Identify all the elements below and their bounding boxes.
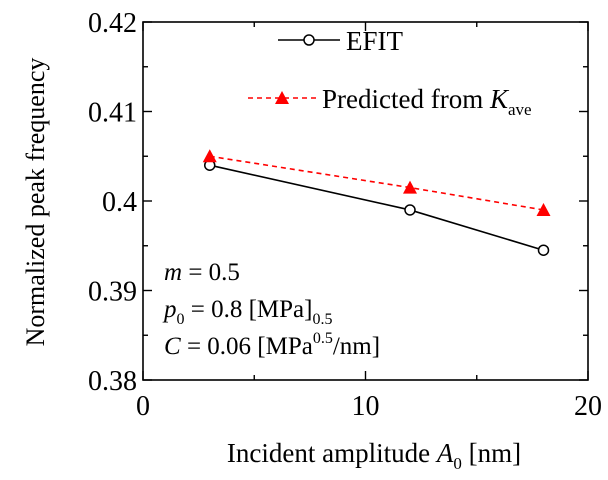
x-tick-label: 10 <box>352 391 380 422</box>
data-point-marker <box>403 180 417 194</box>
series-line-0 <box>209 164 544 251</box>
data-point-marker <box>536 202 551 216</box>
data-point-marker <box>202 149 217 163</box>
annotation-m: m = 0.5 <box>164 259 240 286</box>
series-layer <box>202 149 551 256</box>
annotation-c: C = 0.06 [MPa0.5/nm] <box>164 330 380 360</box>
y-tick-label: 0.41 <box>88 98 137 129</box>
x-axis-label: Incident amplitude A0 [nm] <box>227 438 521 473</box>
axes: 0.38 0.39 0.4 0.41 0.42 0 10 20 <box>88 8 602 422</box>
y-axis-label: Normalized peak frequency <box>21 58 50 347</box>
y-tick-label: 0.38 <box>88 366 137 397</box>
legend: EFIT Predicted from Kave <box>248 26 532 119</box>
y-tick-label: 0.4 <box>102 187 137 218</box>
legend-label-predicted: Predicted from Kave <box>322 84 532 119</box>
data-point-marker <box>404 204 416 216</box>
data-point-marker <box>537 244 550 256</box>
y-tick-label: 0.39 <box>88 277 137 308</box>
x-tick-label: 0 <box>136 391 150 422</box>
y-tick-label: 0.42 <box>88 8 137 39</box>
plot-frame <box>142 21 589 381</box>
legend-swatch-efit-marker <box>303 34 315 46</box>
annotation-p0: p0 = 0.8 [MPa]0.5 <box>162 296 332 328</box>
legend-swatch-predicted-marker <box>275 91 289 104</box>
legend-label-efit: EFIT <box>346 26 404 56</box>
x-tick-label: 20 <box>574 391 602 422</box>
parameter-annotations: m = 0.5 p0 = 0.8 [MPa]0.5 C = 0.06 [MPa0… <box>162 259 380 360</box>
